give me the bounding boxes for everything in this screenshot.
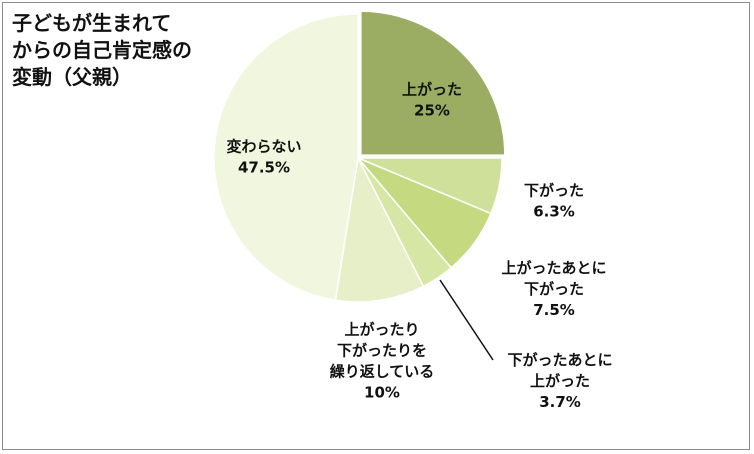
slice-up-and-down-repeated (334, 155, 425, 303)
slice-unchanged-category-label: 変わらない (226, 138, 301, 156)
slice-up-and-down-repeated-value-label: 10% (364, 384, 400, 402)
slice-up-then-down-value-label: 7.5% (533, 301, 575, 319)
slice-up-category-label: 上がった (402, 81, 462, 99)
slice-up-then-down-category-label: 下がった (524, 280, 584, 298)
slice-unchanged-value-label: 47.5% (238, 159, 290, 177)
slice-down-label: 下がった 6.3% (524, 182, 584, 221)
slice-up-and-down-repeated-label: 上がったり下がったりを繰り返している 10% (330, 321, 435, 402)
slice-down-then-up-label: 下がったあとに上がった 3.7% (507, 351, 612, 411)
slice-up-label: 上がった 25% (402, 81, 462, 120)
title-line-1: 子どもが生まれて (12, 11, 172, 35)
leader-lines (439, 279, 494, 361)
slice-down-then-up-value-label: 3.7% (539, 393, 581, 411)
slice-down-value-label: 6.3% (533, 203, 575, 221)
slice-up-and-down-repeated-category-label: 上がったり (344, 321, 419, 339)
slice-up (360, 10, 506, 156)
title-line-2: からの自己肯定感の (12, 38, 192, 62)
slice-up-and-down-repeated-category-label: 繰り返している (330, 363, 435, 381)
slice-labels: 上がった 25%下がった 6.3%上がったあとに下がった 7.5%下がったあとに上がっ… (226, 81, 612, 412)
slice-down-category-label: 下がった (524, 182, 584, 200)
slice-down-then-up-category-label: 上がった (530, 372, 590, 390)
chart-title: 子どもが生まれて からの自己肯定感の 変動（父親） (12, 10, 192, 91)
slice-down-then-up-category-label: 下がったあとに (507, 351, 612, 369)
slice-up-and-down-repeated-category-label: 下がったりを (337, 342, 427, 360)
title-line-3: 変動（父親） (12, 65, 132, 89)
slice-up-value-label: 25% (414, 102, 450, 120)
slice-up-then-down-category-label: 上がったあとに (501, 259, 606, 277)
pie-slices (213, 10, 506, 303)
slice-unchanged-label: 変わらない 47.5% (226, 138, 301, 177)
slice-down-then-up-leader-line (439, 279, 494, 361)
slice-up-then-down-label: 上がったあとに下がった 7.5% (501, 259, 606, 319)
slice-unchanged (213, 13, 359, 302)
